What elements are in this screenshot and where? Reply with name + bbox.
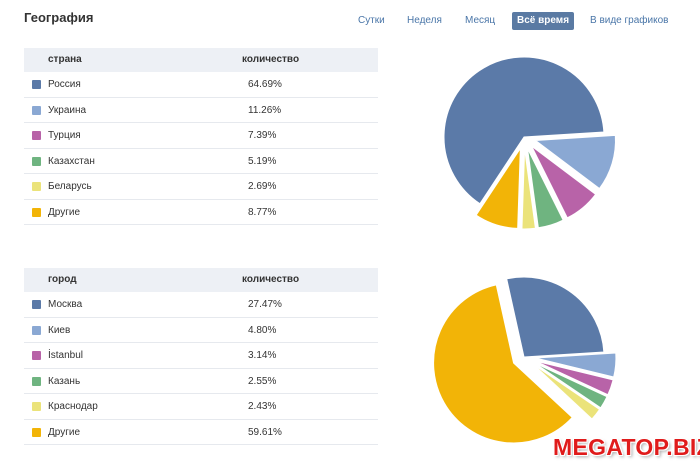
table-row: Москва 27.47% — [24, 292, 378, 318]
table-header: страна количество — [24, 48, 378, 72]
legend-swatch — [32, 182, 41, 191]
legend-swatch — [32, 351, 41, 360]
pie-slice-казань — [534, 362, 608, 409]
legend-swatch — [32, 325, 41, 335]
pie-slice-другие — [475, 146, 521, 229]
pie-slice-другие — [433, 284, 573, 444]
row-value: 8.77% — [248, 206, 277, 218]
table-row: Другие 59.61% — [24, 420, 378, 445]
row-value: 3.14% — [248, 350, 277, 361]
watermark-logo: MEGATOP.BIZ — [553, 434, 700, 460]
table-row: İstanbul 3.14% — [24, 343, 378, 369]
pie-slice-казахстан — [527, 148, 564, 229]
row-value: 2.43% — [248, 401, 277, 412]
table-row: Киев 4.80% — [24, 318, 378, 343]
row-name: İstanbul — [48, 350, 84, 361]
pie-slice-i̇stanbul — [535, 360, 614, 396]
tab-week[interactable]: Неделя — [407, 15, 442, 26]
table-row: Турция 7.39% — [24, 123, 378, 149]
row-name: Украина — [48, 104, 87, 116]
legend-swatch — [32, 156, 41, 166]
legend-swatch — [32, 131, 41, 140]
tab-month[interactable]: Месяц — [465, 15, 496, 26]
pie-slice-киев — [535, 352, 617, 378]
period-tabs: Сутки Неделя Месяц Всё время В виде граф… — [350, 12, 700, 32]
row-name: Казань — [48, 375, 81, 387]
row-value: 2.55% — [248, 375, 277, 387]
table-row: Казань 2.55% — [24, 369, 378, 394]
col-header-city: город — [48, 274, 77, 285]
country-pie-chart — [443, 56, 616, 230]
pie-slice-турция — [531, 145, 597, 219]
legend-swatch — [32, 105, 41, 115]
page-title: География — [24, 10, 94, 25]
row-value: 27.47% — [248, 299, 282, 310]
pie-slice-москва — [506, 276, 605, 358]
pie-slice-краснодар — [533, 364, 601, 420]
legend-swatch — [32, 300, 41, 309]
row-name: Россия — [48, 79, 81, 90]
row-name: Москва — [48, 299, 83, 310]
tab-all-time[interactable]: Всё время — [512, 12, 575, 30]
row-value: 59.61% — [248, 426, 282, 438]
table-row: Украина 11.26% — [24, 98, 378, 123]
legend-swatch — [32, 402, 41, 411]
row-name: Турция — [48, 130, 81, 141]
row-name: Другие — [48, 426, 81, 438]
row-value: 5.19% — [248, 155, 277, 167]
legend-swatch — [32, 427, 41, 437]
pie-slice-россия — [443, 56, 605, 205]
table-row: Краснодар 2.43% — [24, 394, 378, 420]
pie-slice-украина — [534, 134, 616, 190]
row-value: 64.69% — [248, 79, 282, 90]
col-header-country: страна — [48, 54, 82, 65]
row-value: 4.80% — [248, 324, 277, 336]
row-name: Краснодар — [48, 401, 98, 412]
table-row: Другие 8.77% — [24, 200, 378, 225]
table-row: Россия 64.69% — [24, 72, 378, 98]
row-name: Другие — [48, 206, 81, 218]
pie-slice-беларусь — [521, 148, 536, 230]
city-pie-chart — [433, 276, 617, 444]
table-header: город количество — [24, 268, 378, 292]
legend-swatch — [32, 376, 41, 386]
legend-swatch — [32, 80, 41, 89]
row-name: Казахстан — [48, 155, 95, 167]
legend-swatch — [32, 207, 41, 217]
col-header-count: количество — [242, 274, 300, 285]
table-row: Беларусь 2.69% — [24, 174, 378, 200]
tab-charts[interactable]: В виде графиков — [590, 15, 669, 26]
table-row: Казахстан 5.19% — [24, 149, 378, 174]
col-header-count: количество — [242, 54, 300, 65]
row-value: 7.39% — [248, 130, 277, 141]
countries-table: страна количество Россия 64.69% Украина 11… — [24, 48, 378, 225]
row-name: Беларусь — [48, 181, 92, 192]
row-value: 2.69% — [248, 181, 277, 192]
row-value: 11.26% — [248, 104, 282, 116]
row-name: Киев — [48, 324, 71, 336]
tab-day[interactable]: Сутки — [358, 15, 385, 26]
cities-table: город количество Москва 27.47% Киев 4.80% … — [24, 268, 378, 445]
